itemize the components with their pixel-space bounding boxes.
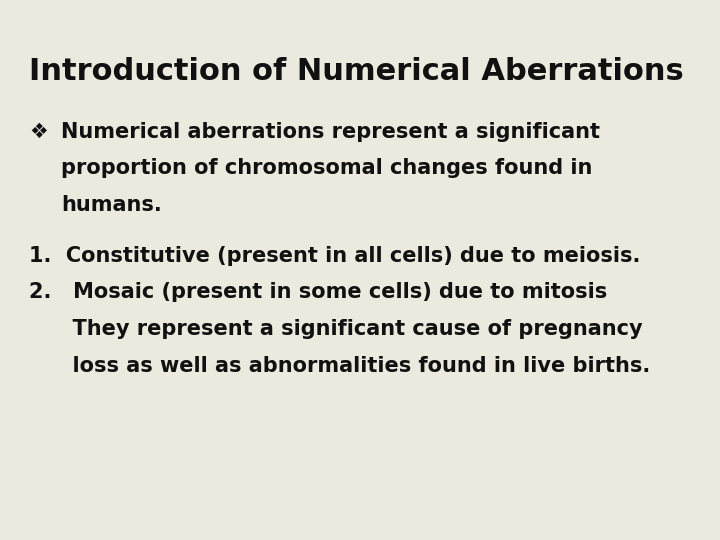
Text: They represent a significant cause of pregnancy: They represent a significant cause of pr… [29,319,642,339]
Text: 2.   Mosaic (present in some cells) due to mitosis: 2. Mosaic (present in some cells) due to… [29,282,607,302]
Text: ❖: ❖ [29,122,48,141]
Text: 1.  Constitutive (present in all cells) due to meiosis.: 1. Constitutive (present in all cells) d… [29,246,640,266]
Text: humans.: humans. [61,195,162,215]
Text: Numerical aberrations represent a significant: Numerical aberrations represent a signif… [61,122,600,141]
Text: Introduction of Numerical Aberrations: Introduction of Numerical Aberrations [29,57,683,86]
Text: proportion of chromosomal changes found in: proportion of chromosomal changes found … [61,158,593,178]
Text: loss as well as abnormalities found in live births.: loss as well as abnormalities found in l… [29,356,650,376]
